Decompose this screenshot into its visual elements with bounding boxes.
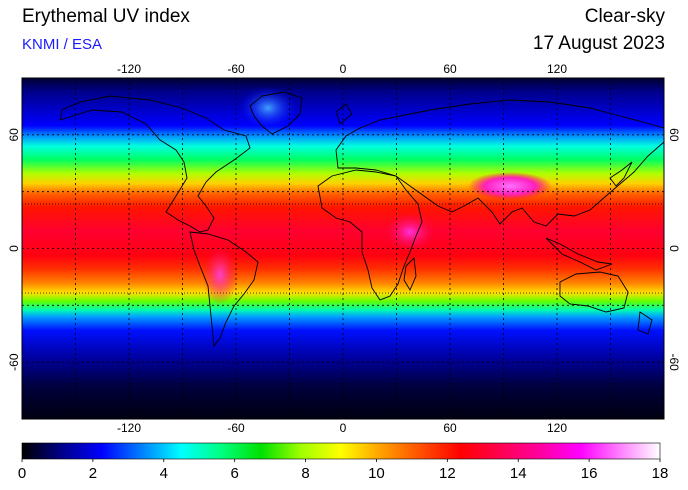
source-credit: KNMI / ESA [22, 36, 103, 53]
lon-tick-top-2: 0 [340, 62, 347, 76]
colorbar-tick-3: 6 [230, 465, 238, 482]
colorbar-tick-7: 14 [510, 465, 527, 482]
lat-tick-left-2: -60 [7, 353, 21, 371]
map-title: Erythemal UV index [22, 6, 190, 27]
tibet-uv-maximum [468, 172, 552, 200]
greenland-high-uv [238, 86, 298, 130]
colorbar-tick-0: 0 [18, 465, 26, 482]
coastlines [59, 91, 664, 348]
map-frame [21, 77, 665, 420]
colorbar-tick-8: 16 [581, 465, 598, 482]
lon-tick-bottom-1: -60 [227, 421, 245, 435]
lat-tick-right-0: 60 [667, 128, 681, 142]
colorbar [21, 442, 661, 460]
lon-tick-bottom-4: 120 [547, 421, 567, 435]
sky-condition: Clear-sky [584, 6, 665, 27]
andes-uv-maximum [202, 245, 238, 305]
map-date: 17 August 2023 [532, 33, 665, 54]
lat-tick-right-2: -60 [667, 353, 681, 371]
colorbar-tick-2: 4 [160, 465, 168, 482]
colorbar-tick-1: 2 [89, 465, 97, 482]
lat-tick-left-0: 60 [7, 128, 21, 142]
lon-tick-bottom-0: -120 [117, 421, 141, 435]
lon-tick-bottom-2: 0 [340, 421, 347, 435]
colorbar-tick-5: 10 [368, 465, 385, 482]
colorbar-tick-4: 8 [301, 465, 309, 482]
ethiopia-uv-maximum [384, 212, 436, 252]
colorbar-gradient [21, 442, 661, 460]
lon-tick-top-1: -60 [227, 62, 245, 76]
lon-tick-top-3: 60 [443, 62, 457, 76]
lon-tick-bottom-3: 60 [443, 421, 457, 435]
lat-tick-right-1: 0 [667, 245, 681, 252]
colorbar-tick-6: 12 [439, 465, 456, 482]
graticule [22, 78, 664, 419]
colorbar-tick-9: 18 [652, 465, 669, 482]
lon-tick-top-0: -120 [117, 62, 141, 76]
lon-tick-top-4: 120 [547, 62, 567, 76]
lat-tick-left-1: 0 [7, 245, 21, 252]
